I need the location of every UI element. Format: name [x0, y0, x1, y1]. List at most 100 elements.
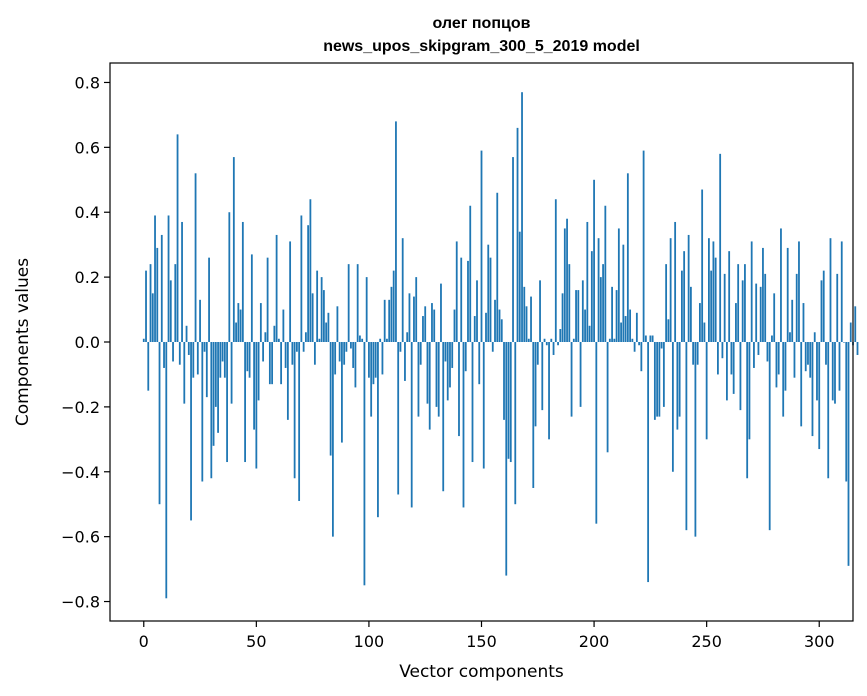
bar-280: [773, 293, 776, 342]
bar-262: [732, 342, 735, 394]
bar-258: [723, 273, 726, 342]
bar-218: [633, 342, 636, 352]
bar-1: [145, 270, 147, 342]
bar-186: [561, 293, 564, 342]
bar-303: [825, 342, 827, 365]
bar-308: [836, 273, 839, 342]
bar-8: [160, 234, 163, 342]
bar-63: [284, 342, 287, 368]
bar-225: [649, 335, 652, 342]
bar-30: [210, 342, 213, 479]
bar-123: [419, 342, 422, 365]
bar-96: [359, 335, 361, 342]
bar-126: [426, 342, 429, 404]
bar-44: [241, 221, 244, 342]
bar-287: [789, 332, 791, 342]
bar-152: [485, 312, 487, 342]
bar-264: [737, 264, 740, 342]
x-tick-label: 50: [246, 632, 266, 651]
bar-18: [183, 342, 186, 404]
bar-0: [142, 338, 145, 342]
bar-307: [834, 342, 836, 404]
bar-60: [277, 338, 280, 342]
bar-185: [559, 329, 562, 342]
bar-21: [190, 342, 192, 521]
bar-101: [370, 342, 373, 417]
bar-51: [257, 342, 260, 401]
bar-94: [354, 342, 357, 388]
bar-13: [172, 342, 174, 362]
bar-71: [302, 342, 305, 352]
x-tick-label: 0: [139, 632, 149, 651]
bar-272: [755, 283, 758, 342]
bar-259: [726, 342, 728, 401]
bar-103: [374, 342, 377, 378]
bar-16: [178, 342, 181, 365]
bar-177: [541, 342, 544, 411]
bar-144: [467, 260, 469, 342]
bar-234: [669, 238, 672, 342]
bar-127: [428, 342, 431, 430]
bar-237: [676, 342, 679, 430]
bar-149: [478, 342, 481, 385]
bar-174: [534, 342, 537, 427]
bar-78: [318, 338, 321, 342]
bar-271: [753, 342, 755, 368]
bar-255: [717, 342, 719, 375]
bar-74: [309, 199, 312, 342]
bar-202: [597, 238, 600, 342]
bar-284: [782, 342, 785, 417]
bar-69: [298, 342, 301, 501]
bar-267: [744, 264, 746, 342]
bars-group: [142, 92, 859, 599]
bar-240: [683, 251, 686, 342]
bar-151: [482, 342, 485, 469]
bar-148: [476, 280, 478, 342]
bar-76: [313, 342, 316, 365]
bar-84: [331, 342, 334, 537]
bar-201: [595, 342, 598, 524]
bar-153: [487, 244, 490, 342]
bar-120: [413, 296, 415, 342]
bar-73: [307, 225, 310, 342]
bar-29: [208, 257, 210, 342]
bar-182: [552, 342, 555, 355]
bar-243: [689, 286, 692, 342]
bar-215: [626, 173, 629, 342]
bar-150: [480, 150, 483, 342]
bar-178: [543, 338, 546, 342]
bar-168: [521, 92, 523, 342]
bar-155: [491, 342, 494, 352]
y-tick-label: 0.6: [75, 138, 100, 157]
bar-295: [807, 342, 809, 365]
chart-subtitle: news_upos_skipgram_300_5_2019 model: [323, 38, 640, 55]
bar-62: [282, 309, 285, 342]
bar-213: [622, 244, 625, 342]
bar-57: [271, 342, 274, 385]
bar-115: [401, 238, 404, 342]
bar-283: [780, 228, 782, 342]
bar-306: [831, 342, 834, 401]
bar-38: [228, 212, 231, 342]
bar-20: [187, 342, 190, 355]
bar-251: [708, 238, 710, 342]
bar-75: [311, 293, 314, 342]
bar-2: [147, 342, 150, 391]
bar-145: [469, 205, 472, 342]
bar-266: [741, 280, 744, 342]
bar-166: [516, 127, 519, 342]
bar-146: [471, 342, 474, 463]
bar-140: [458, 342, 460, 437]
bar-231: [662, 342, 665, 407]
bar-90: [345, 342, 348, 352]
bar-3: [149, 264, 152, 342]
bar-176: [539, 280, 541, 342]
bar-6: [156, 247, 159, 342]
bar-226: [651, 335, 654, 342]
bar-160: [503, 342, 505, 420]
bar-7: [158, 342, 161, 505]
bar-83: [329, 342, 332, 456]
x-tick-label: 250: [691, 632, 722, 651]
bar-205: [604, 205, 607, 342]
bar-209: [613, 338, 616, 342]
